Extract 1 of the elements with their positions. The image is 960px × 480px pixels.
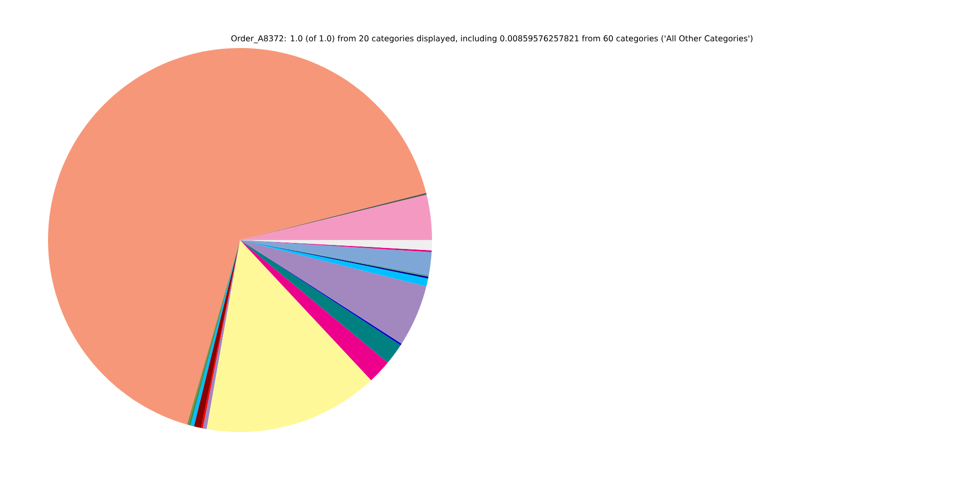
- text: Order_A8372: 1.0 (of 1.0) from 20 categories displayed, including 0.00859576257821 from 60 categories ('All Other Categories'): [231, 35, 752, 44]
